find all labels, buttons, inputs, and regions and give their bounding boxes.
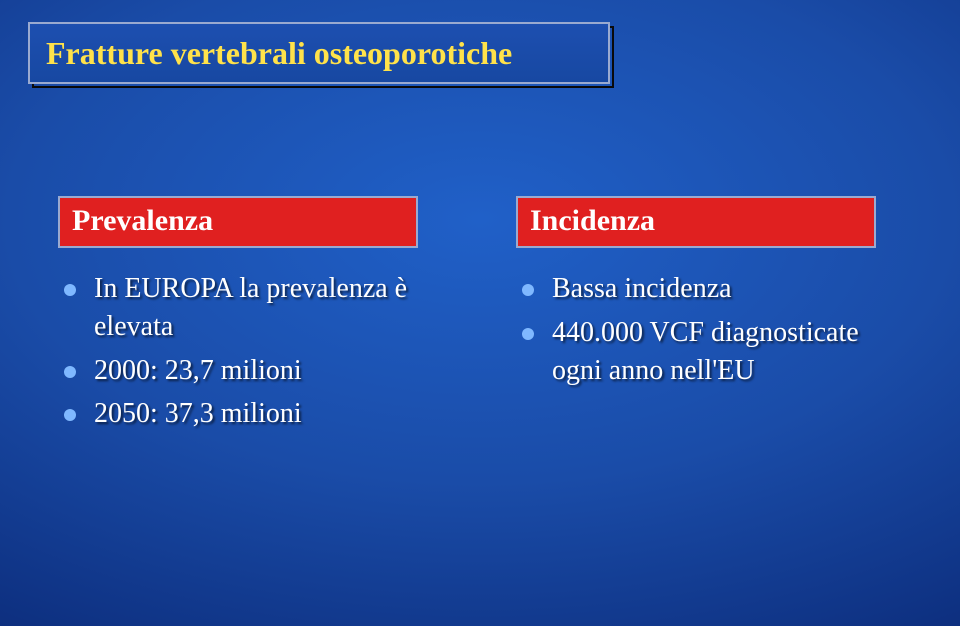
- list-prevalenza: In EUROPA la prevalenza è elevata 2000: …: [58, 270, 418, 433]
- list-item: Bassa incidenza: [516, 270, 876, 308]
- column-prevalenza: Prevalenza In EUROPA la prevalenza è ele…: [58, 196, 418, 439]
- title-container: Fratture vertebrali osteoporotiche: [28, 22, 610, 84]
- list-item: 440.000 VCF diagnosticate ogni anno nell…: [516, 314, 876, 390]
- list-incidenza: Bassa incidenza 440.000 VCF diagnosticat…: [516, 270, 876, 389]
- header-box-incidenza: Incidenza: [516, 196, 876, 248]
- slide-title: Fratture vertebrali osteoporotiche: [46, 35, 512, 72]
- header-incidenza: Incidenza: [530, 204, 655, 237]
- column-incidenza: Incidenza Bassa incidenza 440.000 VCF di…: [516, 196, 876, 395]
- list-item: 2050: 37,3 milioni: [58, 395, 418, 433]
- header-prevalenza: Prevalenza: [72, 204, 213, 237]
- title-box: Fratture vertebrali osteoporotiche: [28, 22, 610, 84]
- header-box-prevalenza: Prevalenza: [58, 196, 418, 248]
- list-item: In EUROPA la prevalenza è elevata: [58, 270, 418, 346]
- list-item: 2000: 23,7 milioni: [58, 352, 418, 390]
